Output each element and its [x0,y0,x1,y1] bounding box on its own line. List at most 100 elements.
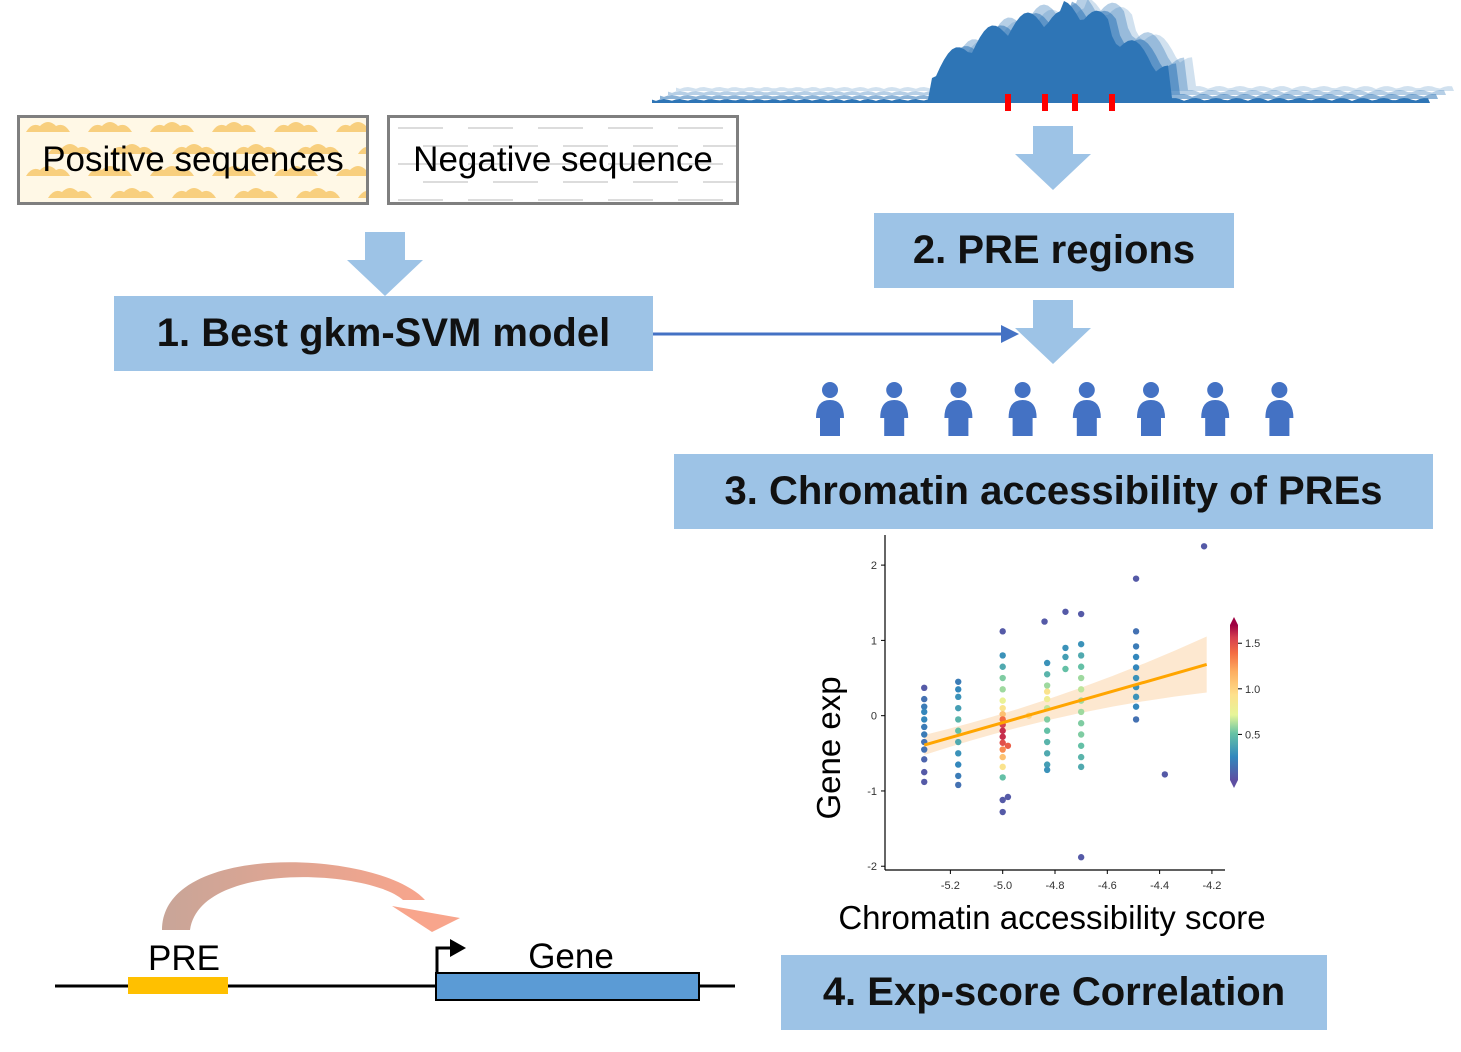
data-point [1043,688,1051,695]
accessibility-track [652,0,1454,111]
sequence-bump [212,122,256,132]
data-point [1077,753,1085,761]
colorbar-tick-label: 1.0 [1245,684,1260,696]
data-point [999,808,1006,816]
data-point [921,731,928,738]
data-point [921,778,928,786]
colorbar-gradient [1230,625,1238,780]
data-point [1077,663,1085,670]
data-point [1132,664,1140,671]
data-point [999,704,1006,712]
sequence-bump [212,166,256,176]
data-point [921,703,928,710]
sequence-bump [296,188,340,198]
data-point [955,761,962,768]
data-point [999,710,1006,718]
data-point [999,727,1006,734]
gene-regulation-diagram: PRE Gene [55,862,735,1001]
data-point [999,763,1006,771]
colorbar-tick-label: 1.5 [1245,638,1260,650]
step1-box: 1. Best gkm-SVM model [114,296,653,371]
data-point [999,686,1006,693]
data-point [1132,703,1140,710]
sequence-bump [358,191,366,198]
correlation-chart: -2 -1 0 1 2 -5.2 -5.0 -4.8 -4.6 -4.4 -4.2 Gene exp… [810,535,1266,936]
data-point [1062,644,1069,652]
data-point [955,738,962,746]
data-point [1077,742,1085,749]
regulation-arc [162,862,425,930]
step3-box: 3. Chromatin accessibility of PREs [674,454,1433,529]
data-point [1077,731,1085,738]
step4-box: 4. Exp-score Correlation [781,955,1327,1030]
data-point [999,733,1006,740]
y-axis-label: Gene exp [810,676,847,819]
data-point [1043,761,1051,768]
data-point [955,704,962,712]
data-point [921,708,928,716]
data-point [999,753,1006,761]
data-point [1004,793,1012,801]
sequence-bump [150,166,194,176]
x-tick-label: -4.8 [1046,880,1065,892]
data-point [1132,653,1140,661]
data-point [999,697,1006,704]
sequence-bump [88,166,132,176]
data-point [1077,674,1085,682]
data-point [999,746,1006,753]
step4-label: 4. Exp-score Correlation [822,970,1286,1014]
tss-arrowhead [450,939,466,957]
data-point [921,684,928,692]
data-point [1043,766,1051,774]
data-point [999,774,1006,781]
sequence-bump [26,122,70,132]
step2-box: 2. PRE regions [874,213,1234,288]
data-point [1132,575,1140,582]
pre-marker [1005,94,1011,111]
x-axis-label: Chromatin accessibility score [838,899,1265,936]
y-tick-label: 1 [871,635,877,647]
data-point [999,739,1006,746]
x-tick-label: -4.2 [1202,880,1221,892]
data-point [1043,695,1051,703]
sequence-bump [48,188,92,198]
sequence-bump [274,122,318,132]
data-point [921,695,928,703]
data-point [1043,750,1051,757]
sequence-bump [234,144,278,154]
person-icon [1072,382,1101,436]
data-point [955,772,962,780]
data-point [999,652,1006,659]
sequence-bump [26,166,70,176]
sequence-bump [110,144,154,154]
positive-sequences-box: Positive sequences [17,115,369,205]
down-arrow-to-pre-regions [1015,126,1091,190]
negative-sequence-box: Negative sequence [387,115,739,205]
data-point [1062,665,1069,673]
sequence-bump [88,122,132,132]
sequence-bump [274,166,318,176]
individuals-row [816,382,1294,436]
gene-box [435,972,700,1001]
data-point [1161,771,1169,778]
data-point [921,746,928,753]
data-point [1043,727,1051,734]
data-point [1077,652,1085,659]
data-point [955,678,962,685]
person-icon [1137,382,1165,436]
sequence-bump [150,122,194,132]
x-tick-label: -4.6 [1098,880,1117,892]
pre-marker [1109,94,1115,111]
regulation-arrowhead [392,906,460,932]
data-point [921,756,928,763]
model-to-scoring-connector [653,325,1019,343]
data-point [1132,693,1140,701]
data-point [921,716,928,723]
person-icon [1008,382,1037,436]
person-icon [944,382,973,436]
negative-sequence-label: Negative sequence [413,140,713,179]
positive-sequences-label: Positive sequences [42,140,344,179]
sequence-bump [234,188,278,198]
data-point [921,768,928,776]
data-point [955,686,962,693]
